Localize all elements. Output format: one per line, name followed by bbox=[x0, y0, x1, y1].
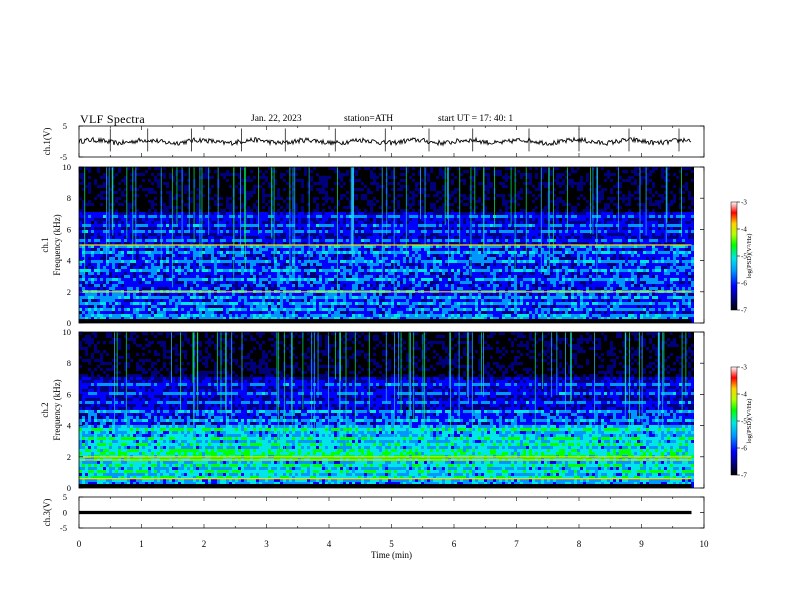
colorbar-tick-label: -3 bbox=[741, 199, 747, 207]
colorbar-tick-label: -4 bbox=[741, 226, 747, 234]
xtick-label: 9 bbox=[639, 539, 644, 549]
ylabel-channel: ch.2 bbox=[40, 402, 50, 417]
ylabel-channel: ch.1 bbox=[40, 237, 50, 252]
station-label: station=ATH bbox=[344, 114, 393, 124]
xtick-label: 10 bbox=[700, 539, 710, 549]
date-label: Jan. 22, 2023 bbox=[251, 114, 302, 124]
chart-title: VLF Spectra bbox=[80, 112, 145, 127]
ytick-label: 5 bbox=[63, 492, 67, 502]
ytick-label: 4 bbox=[67, 256, 72, 266]
ytick-label: 4 bbox=[67, 421, 72, 431]
start-time-label: start UT = 17: 40: 1 bbox=[438, 114, 513, 124]
colorbar-tick-label: -6 bbox=[741, 445, 747, 453]
xtick-label: 0 bbox=[77, 539, 82, 549]
ylabel-ch1-voltage: ch.1(V) bbox=[42, 128, 52, 156]
xtick-label: 5 bbox=[389, 539, 394, 549]
ytick-label: 0 bbox=[67, 483, 71, 493]
colorbar-tick-label: -7 bbox=[741, 472, 747, 480]
ytick-label: 2 bbox=[67, 452, 71, 462]
ytick-label: 10 bbox=[63, 162, 72, 172]
xtick-label: 2 bbox=[202, 539, 207, 549]
colorbar-tick-label: -6 bbox=[741, 280, 747, 288]
colorbar-tick-label: -3 bbox=[741, 364, 747, 372]
ytick-label: 0 bbox=[67, 318, 71, 328]
ytick-label: -5 bbox=[60, 523, 67, 533]
ylabel-frequency: Frequency (kHz) bbox=[52, 214, 62, 275]
ytick-label: 2 bbox=[67, 287, 71, 297]
colorbar-tick-label: -7 bbox=[741, 307, 747, 315]
ytick-label: 5 bbox=[63, 121, 67, 131]
colorbar-label: log(PSD)(V²/Hz) bbox=[746, 399, 753, 444]
ytick-label: 6 bbox=[67, 224, 71, 234]
lowfreq-strip bbox=[79, 319, 692, 323]
ytick-label: 6 bbox=[67, 389, 71, 399]
xtick-label: 8 bbox=[577, 539, 582, 549]
ytick-label: 0 bbox=[63, 508, 67, 518]
colorbar-tick-label: -4 bbox=[741, 391, 747, 399]
ytick-label: 10 bbox=[63, 327, 72, 337]
xlabel: Time (min) bbox=[371, 550, 412, 560]
colorbar-ch1-spectrogram bbox=[730, 201, 738, 311]
ylabel-ch3-voltage: ch.3(V) bbox=[42, 499, 52, 527]
colorbar-ch2-spectrogram bbox=[730, 366, 738, 476]
lowfreq-strip bbox=[79, 484, 692, 488]
xtick-label: 1 bbox=[139, 539, 144, 549]
colorbar-label: log(PSD)(V²/Hz) bbox=[746, 234, 753, 279]
colorbar-tick-label: -5 bbox=[741, 253, 747, 261]
spectrogram-ch1-spectrogram bbox=[79, 167, 694, 323]
ytick-label: 8 bbox=[67, 358, 71, 368]
colorbar-tick-label: -5 bbox=[741, 418, 747, 426]
xtick-label: 7 bbox=[514, 539, 519, 549]
xtick-label: 4 bbox=[327, 539, 332, 549]
ylabel-frequency: Frequency (kHz) bbox=[52, 379, 62, 440]
ytick-label: 8 bbox=[67, 193, 71, 203]
xtick-label: 6 bbox=[452, 539, 457, 549]
xtick-label: 3 bbox=[264, 539, 269, 549]
ytick-label: -5 bbox=[60, 152, 67, 162]
spectrogram-ch2-spectrogram bbox=[79, 332, 694, 488]
